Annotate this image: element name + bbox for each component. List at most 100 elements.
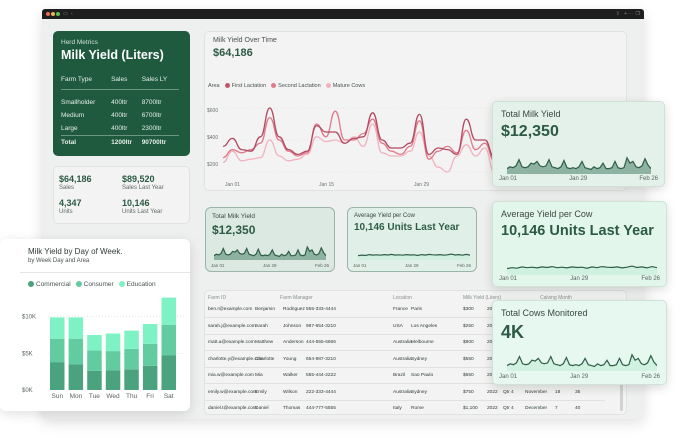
column-header-farm-manager[interactable]: Farm Manager [280, 295, 313, 301]
close-window-button[interactable] [46, 12, 50, 16]
column-header-location[interactable]: Location [393, 295, 412, 301]
card-value: 4K [501, 322, 525, 342]
maximize-window-button[interactable] [56, 12, 60, 16]
cell: Medium [61, 112, 85, 119]
legend-item-first-lactation[interactable]: First Lactation [224, 83, 266, 89]
table-cell: 7 [555, 406, 558, 411]
x-tick-label: Thu [126, 393, 138, 400]
table-cell: Emily [255, 389, 267, 395]
bar-consumer-tue [87, 350, 102, 371]
date-label: Jan 29 [569, 176, 588, 182]
legend-item-education[interactable]: Education [118, 281, 156, 288]
share-icon[interactable]: ⇪ [615, 11, 620, 17]
back-icon[interactable]: ‹ [71, 11, 73, 17]
bar-education-mon [68, 317, 84, 339]
date-axis: Jan 01 Jan 29 Feb 26 [499, 374, 660, 380]
table-cell: Brazil [393, 373, 405, 378]
x-tick-label: Jan 29 [414, 182, 430, 188]
chart-value: $64,186 [213, 47, 253, 59]
table-cell: Johnson [283, 323, 302, 329]
column-header-milk-yield[interactable]: Milk Yield (Liters) [463, 295, 502, 301]
table-row[interactable]: emily.w@example.com Emily Wilson 222-333-44… [205, 386, 605, 401]
table-cell: 222-333-4444 [306, 389, 336, 395]
sales-kpi-card: $64,186 Sales $89,520 Sales Last Year 4,… [53, 166, 190, 224]
cell: Total [61, 135, 112, 149]
kpi-label: Units [59, 209, 73, 215]
y-tick-label: $400 [207, 135, 219, 141]
column-header-farm-id[interactable]: Farm ID [208, 295, 227, 301]
date-label: Jan 01 [499, 276, 518, 282]
x-tick-label: Tue [89, 393, 100, 400]
copy-icon[interactable]: ❐ [635, 11, 640, 17]
add-icon[interactable]: + [624, 11, 627, 17]
date-axis: Jan 01 Jan 29 Feb 26 [211, 263, 329, 268]
mini-average-yield-card[interactable]: Average Yield per Cow 10,146 Units Last … [347, 207, 477, 272]
milk-yield-by-day-card: Milk Yield by Day of Week. by Week Day a… [0, 239, 190, 411]
legend-item-consumer[interactable]: Consumer [75, 281, 114, 288]
bar-consumer-sun [50, 338, 65, 363]
card-title: Average Yield per Cow [501, 209, 593, 219]
herd-metrics-card: Herd Metrics Milk Yield (Liters) Farm Ty… [53, 31, 190, 156]
column-header-calving-month[interactable]: Calving Month [540, 295, 572, 301]
cell: Large [61, 125, 78, 132]
table-cell: 2022 [487, 389, 498, 395]
bar-education-sat [161, 297, 176, 325]
y-tick-label: $5K [22, 351, 33, 357]
chart-legend: Area First Lactation Second Lactation Ma… [208, 83, 365, 89]
minimize-window-button[interactable] [51, 12, 55, 16]
card-value: $12,350 [212, 223, 256, 237]
table-cell: Sydney [411, 389, 427, 395]
card-value: 10,146 Units Last Year [354, 222, 460, 233]
date-label: Jan 01 [211, 263, 225, 268]
table-row: Large 400ltr 2300ltr [61, 122, 179, 136]
table-cell: 35 [575, 389, 581, 395]
table-cell: mia.w@example.com [208, 373, 254, 378]
x-tick-label: Sat [164, 393, 174, 400]
sparkline-line [507, 156, 651, 171]
bar-consumer-sat [161, 324, 176, 356]
y-tick-label: $0K [22, 388, 33, 394]
legend-item-mature-cows[interactable]: Mature Cows [325, 83, 365, 89]
column-header: Sales LY [141, 72, 179, 90]
bar-education-tue [87, 335, 102, 351]
x-tick-label: Jan 01 [225, 182, 241, 188]
legend-item-second-lactation[interactable]: Second Lactation [271, 83, 321, 89]
floating-average-yield-card[interactable]: Average Yield per Cow 10,146 Units Last … [492, 201, 667, 287]
legend-item-commercial[interactable]: Commercial [28, 281, 71, 288]
table-cell: Thomas [283, 406, 301, 411]
table-cell: Rodriguez [283, 307, 305, 312]
kpi-value: 10,146 [122, 198, 150, 208]
date-label: Feb 26 [456, 263, 471, 268]
sparkline-chart [358, 253, 470, 260]
floating-total-milk-yield-card[interactable]: Total Milk Yield $12,350 Jan 01 Jan 29 Feb… [492, 101, 665, 187]
mini-total-milk-yield-card[interactable]: Total Milk Yield $12,350 Jan 01 Jan 29 Feb… [205, 207, 335, 272]
table-cell: Italy [393, 406, 402, 411]
milk-yield-line-chart [223, 107, 513, 173]
sidebar-toggle-icon[interactable]: ▭ [63, 11, 68, 17]
table-cell: daniel.t@example.com [208, 406, 257, 411]
kpi-sales-last-year: $89,520 Sales Last Year [122, 174, 164, 191]
table-cell: $550 [463, 356, 474, 362]
date-label: Jan 29 [262, 263, 277, 268]
bar-consumer-mon [68, 338, 84, 365]
date-axis: Jan 01 Jan 29 Feb 26 [499, 276, 660, 282]
more-icon[interactable]: ⋯ [628, 11, 633, 17]
floating-total-cows-card[interactable]: Total Cows Monitored 4K Jan 01 Jan 29 Feb … [492, 300, 667, 385]
stacked-bar-chart: $10K $5K $0K Sun Mon Tue Wed Thu Fri Sat [22, 297, 185, 400]
card-title: Total Milk Yield [501, 109, 561, 119]
y-tick-label: $600 [207, 108, 219, 114]
divider [20, 272, 190, 273]
table-cell: Daniel [255, 406, 269, 411]
kpi-label: Units Last Year [122, 209, 163, 215]
sparkline-chart [507, 265, 657, 275]
table-row[interactable]: daniel.t@example.com Daniel Thomas 444-777-… [205, 402, 605, 414]
table-cell: ben.r@example.com [208, 307, 253, 312]
cell: 90700ltr [141, 135, 179, 149]
date-axis: Jan 01 Jan 29 Feb 26 [499, 176, 658, 182]
table-cell: Los Angeles [411, 323, 438, 329]
bar-commercial-tue [87, 370, 102, 390]
table-cell: Young [283, 356, 297, 362]
sparkline-line [507, 353, 657, 368]
table-cell: Australia [393, 340, 412, 345]
table-cell: $800 [463, 340, 474, 345]
